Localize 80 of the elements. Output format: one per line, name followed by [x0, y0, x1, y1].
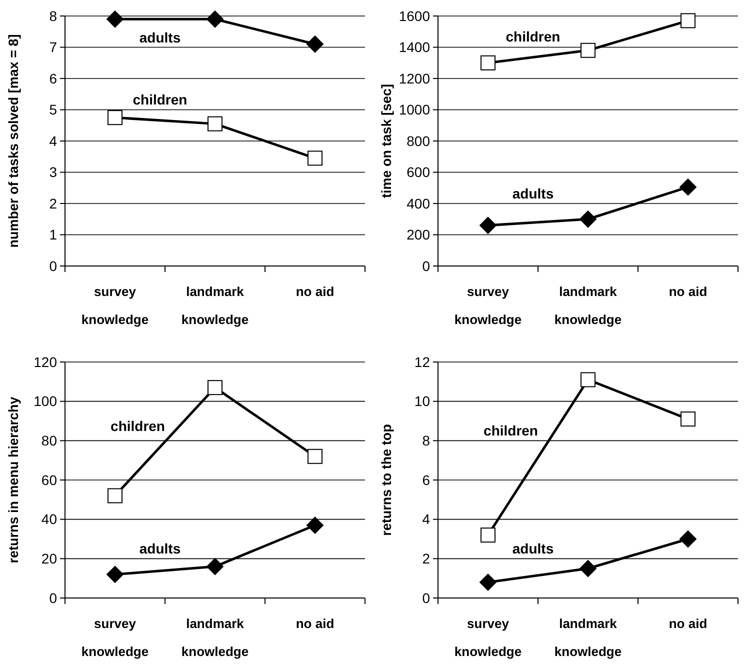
y-tick-label: 100	[34, 393, 58, 410]
point	[680, 13, 696, 28]
series-label: children	[132, 91, 188, 108]
point	[480, 574, 496, 591]
y-tick-label: 1400	[398, 39, 430, 56]
series-label: children	[110, 418, 165, 434]
point	[106, 566, 124, 583]
y-tick-label: 4	[49, 132, 58, 149]
y-tick-label: 5	[49, 102, 58, 118]
y-tick-label: 0	[49, 258, 58, 274]
x-tick-label: landmark knowledge	[181, 284, 249, 327]
point	[206, 558, 224, 576]
point	[480, 216, 496, 234]
y-tick-label: 2	[49, 195, 58, 212]
y-axis-title: returns to the top	[379, 424, 394, 536]
x-tick-label: no aid	[668, 284, 708, 299]
y-tick-label: 60	[41, 472, 58, 488]
y-tick-label: 7	[49, 39, 58, 56]
point	[106, 10, 124, 28]
series-label: adults	[512, 540, 554, 557]
point	[306, 516, 324, 534]
y-tick-label: 1000	[398, 102, 430, 118]
series-label: children	[484, 422, 538, 439]
y-tick-label: 20	[41, 550, 58, 567]
x-tick-label: no aid	[668, 616, 708, 631]
point	[108, 488, 122, 504]
x-tick-label: survey knowledge	[454, 616, 522, 659]
y-tick-label: 8	[422, 432, 430, 449]
point	[308, 448, 322, 464]
point	[480, 528, 496, 543]
x-tick-label: landmark knowledge	[554, 284, 622, 327]
point	[208, 116, 222, 132]
y-tick-label: 3	[49, 164, 58, 180]
x-tick-label: no aid	[296, 616, 334, 631]
point	[580, 210, 596, 228]
point	[108, 110, 122, 126]
y-tick-label: 4	[422, 511, 430, 528]
y-tick-label: 800	[406, 132, 430, 149]
point	[680, 178, 696, 196]
y-tick-label: 2	[422, 550, 430, 567]
y-tick-label: 10	[414, 393, 430, 410]
point	[480, 55, 496, 70]
x-tick-label: survey knowledge	[81, 616, 149, 659]
y-tick-label: 0	[422, 258, 430, 274]
y-tick-label: 8	[49, 8, 58, 24]
series-label: children	[506, 28, 560, 44]
y-tick-label: 1200	[398, 70, 430, 86]
series-label: adults	[139, 540, 181, 557]
series-label: adults	[512, 186, 554, 202]
y-tick-label: 40	[41, 511, 58, 528]
y-tick-label: 6	[49, 70, 58, 86]
x-tick-label: landmark knowledge	[181, 616, 249, 659]
y-tick-label: 1	[49, 226, 58, 243]
y-tick-label: 1600	[398, 8, 430, 24]
point	[306, 36, 324, 53]
y-tick-label: 400	[406, 195, 430, 212]
point	[580, 372, 596, 388]
point	[580, 560, 596, 577]
point	[580, 42, 596, 58]
x-tick-label: survey knowledge	[454, 284, 522, 327]
x-tick-label: no aid	[296, 284, 334, 299]
point	[208, 380, 222, 396]
y-tick-label: 12	[414, 354, 430, 370]
y-tick-label: 0	[422, 590, 430, 606]
point	[680, 412, 696, 427]
x-tick-label: survey knowledge	[81, 284, 149, 327]
point	[680, 530, 696, 548]
y-axis-title: returns in menu hierarchy	[6, 396, 21, 564]
y-tick-label: 200	[406, 226, 430, 243]
series-label: adults	[139, 29, 181, 46]
y-axis-title: number of tasks solved [max = 8]	[6, 34, 21, 248]
x-tick-label: landmark knowledge	[554, 616, 622, 659]
y-tick-label: 6	[422, 472, 430, 488]
y-tick-label: 120	[34, 354, 58, 370]
y-tick-label: 80	[41, 432, 58, 449]
point	[308, 150, 322, 166]
y-tick-label: 0	[49, 590, 58, 606]
y-tick-label: 600	[406, 164, 430, 180]
point	[206, 10, 224, 28]
y-axis-title: time on task [sec]	[379, 84, 394, 198]
